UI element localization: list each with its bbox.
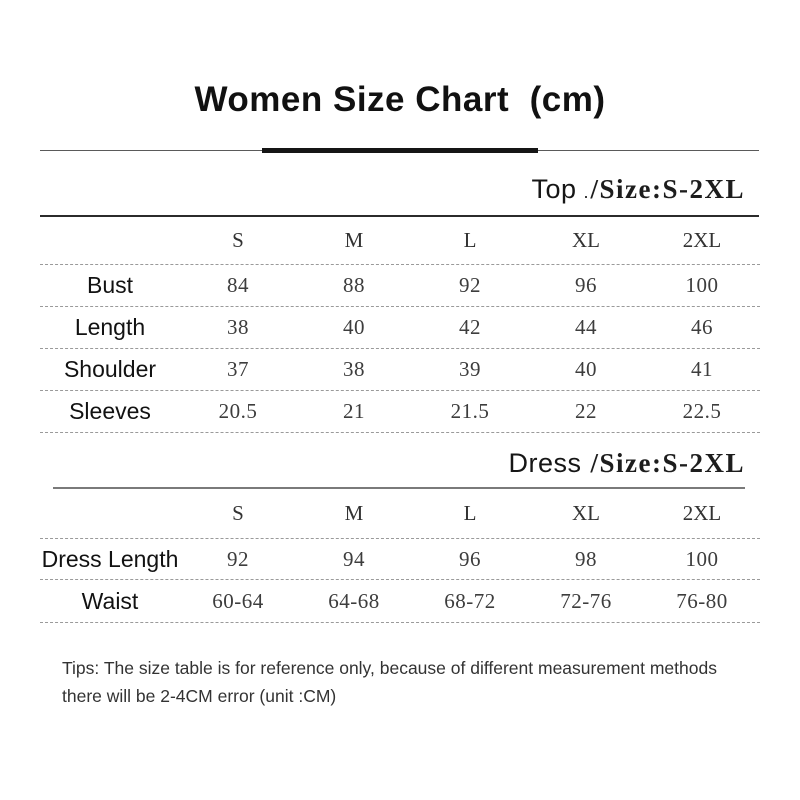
cell-value: 40 xyxy=(575,357,597,381)
cell-value: 98 xyxy=(575,546,597,571)
cell-value: 88 xyxy=(343,273,365,297)
row-label: Waist xyxy=(81,587,139,614)
table-row-sleeves: Sleeves 20.5 21 21.5 22 22.5 xyxy=(40,391,760,433)
column-header-s: S xyxy=(232,500,244,525)
cell-value: 60-64 xyxy=(212,588,264,613)
title-underline-accent xyxy=(262,148,538,153)
dress-section-header: Dress /Size:S-2XL xyxy=(508,448,745,479)
cell-value: 100 xyxy=(685,273,719,297)
cell-value: 39 xyxy=(459,357,481,381)
cell-value: 21.5 xyxy=(450,399,490,423)
table-row-bust: Bust 84 88 92 96 100 xyxy=(40,265,760,307)
title-underline xyxy=(40,148,759,153)
top-table-top-rule xyxy=(40,215,759,217)
cell-value: 76-80 xyxy=(676,588,728,613)
table-row-waist: Waist 60-64 64-68 68-72 72-76 76-80 xyxy=(40,580,760,623)
cell-value: 92 xyxy=(227,546,249,571)
cell-value: 22 xyxy=(575,399,597,423)
cell-value: 46 xyxy=(691,315,713,339)
cell-value: 92 xyxy=(459,273,481,297)
cell-value: 72-76 xyxy=(560,588,612,613)
column-header-xl: XL xyxy=(572,228,600,252)
size-header-row: S M L XL 2XL xyxy=(40,488,760,539)
tips-line-2: there will be 2-4CM error (unit :CM) xyxy=(62,686,337,706)
column-header-2xl: 2XL xyxy=(682,228,722,252)
top-section-header: Top . /Size:S-2XL xyxy=(531,174,745,205)
cell-value: 96 xyxy=(459,546,481,571)
size-header-row: S M L XL 2XL xyxy=(40,217,760,265)
tips-note: Tips: The size table is for reference on… xyxy=(62,654,717,710)
column-header-m: M xyxy=(344,500,364,525)
dress-size-table: S M L XL 2XL Dress Length 92 94 96 98 10… xyxy=(40,488,760,623)
top-section-label: Top xyxy=(531,174,577,204)
top-size-table: S M L XL 2XL Bust 84 88 92 96 100 Length… xyxy=(40,217,760,433)
page-title: Women Size Chart (cm) xyxy=(194,80,606,119)
cell-value: 44 xyxy=(575,315,597,339)
table-row-length: Length 38 40 42 44 46 xyxy=(40,307,760,349)
column-header-xl: XL xyxy=(572,500,600,525)
cell-value: 100 xyxy=(685,546,719,571)
cell-value: 20.5 xyxy=(218,399,258,423)
cell-value: 42 xyxy=(459,315,481,339)
column-header-s: S xyxy=(232,228,244,252)
column-header-2xl: 2XL xyxy=(682,500,722,525)
top-section-dot: . xyxy=(583,182,589,202)
cell-value: 94 xyxy=(343,546,365,571)
cell-value: 38 xyxy=(227,315,249,339)
table-row-shoulder: Shoulder 37 38 39 40 41 xyxy=(40,349,760,391)
dress-table-top-rule xyxy=(53,487,745,489)
cell-value: 96 xyxy=(575,273,597,297)
cell-value: 21 xyxy=(343,399,365,423)
cell-value: 40 xyxy=(343,315,365,339)
row-label: Bust xyxy=(86,272,134,298)
cell-value: 37 xyxy=(227,357,249,381)
row-label: Length xyxy=(74,314,146,340)
dress-section-label: Dress xyxy=(508,448,582,478)
table-row-dress-length: Dress Length 92 94 96 98 100 xyxy=(40,539,760,580)
tips-line-1: Tips: The size table is for reference on… xyxy=(62,658,717,678)
cell-value: 84 xyxy=(227,273,249,297)
column-header-l: L xyxy=(463,500,477,525)
column-header-l: L xyxy=(463,228,477,252)
cell-value: 68-72 xyxy=(444,588,496,613)
cell-value: 38 xyxy=(343,357,365,381)
dress-section-size-range: /Size:S-2XL xyxy=(590,448,745,478)
column-header-m: M xyxy=(344,228,364,252)
row-label: Shoulder xyxy=(63,356,157,382)
cell-value: 22.5 xyxy=(682,399,722,423)
cell-value: 64-68 xyxy=(328,588,380,613)
cell-value: 41 xyxy=(691,357,713,381)
row-label: Sleeves xyxy=(69,398,151,424)
row-label: Dress Length xyxy=(41,545,179,572)
top-section-size-range: /Size:S-2XL xyxy=(590,174,745,204)
